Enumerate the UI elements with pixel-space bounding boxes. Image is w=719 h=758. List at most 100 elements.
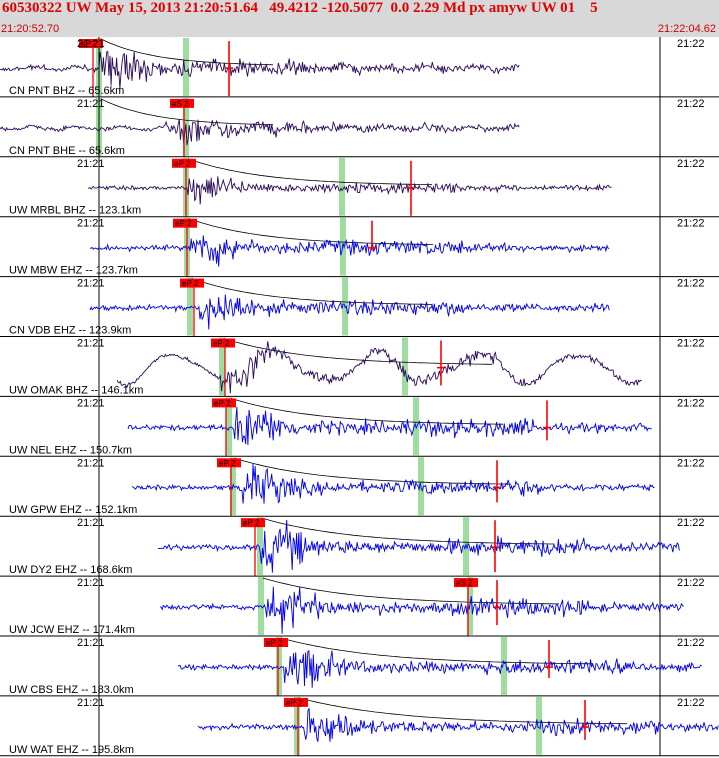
start-time: 21:20:52.70 xyxy=(1,23,60,35)
pick-label: eP 2 xyxy=(266,639,283,648)
minute-label-right: 21:22 xyxy=(677,637,705,649)
minute-label-right: 21:22 xyxy=(677,278,705,290)
station-label: UW CBS EHZ -- 183.0km xyxy=(9,684,134,696)
window-band xyxy=(501,637,507,695)
minute-label-left: 21:21 xyxy=(77,158,105,170)
minute-label-left: 21:21 xyxy=(77,517,105,529)
station-label: CN VDB EHZ -- 123.9km xyxy=(9,325,131,337)
coda-decay-curve xyxy=(280,637,593,665)
pick-marker xyxy=(173,218,197,228)
pick-marker xyxy=(264,638,288,647)
station-label: UW OMAK BHZ -- 146.1km xyxy=(9,384,143,396)
pick-marker xyxy=(211,338,235,348)
event-title: 60530322 UW May 15, 2013 21:20:51.64 49.… xyxy=(2,0,598,16)
window-band xyxy=(226,397,232,456)
station-label: UW MBW EHZ -- 123.7km xyxy=(9,265,138,277)
trace-panel: eP 2 21:21 21:22 UW CBS EHZ -- 183.0km xyxy=(0,636,719,697)
minute-label-left: 21:21 xyxy=(77,98,105,110)
station-label: UW DY2 EHZ -- 168.6km xyxy=(9,564,132,576)
trace-panel: eP 2 21:21 21:22 UW DY2 EHZ -- 168.6km xyxy=(0,516,719,577)
window-band xyxy=(340,217,346,276)
minute-label-right: 21:22 xyxy=(677,517,705,529)
coda-decay-curve xyxy=(100,98,274,126)
coda-decay-curve xyxy=(234,457,512,485)
minute-label-left: 21:21 xyxy=(77,278,105,290)
trace-panel: eS 2 21:21 21:22 CN PNT BHE -- 65.6km xyxy=(0,96,719,158)
trace-panel: eP 2 21:21 21:22 UW MRBL BHZ -- 123.1km xyxy=(0,156,719,218)
pick-marker xyxy=(79,39,103,48)
pick-marker xyxy=(180,278,204,288)
minute-label-right: 21:22 xyxy=(677,457,705,469)
waveform xyxy=(116,341,642,394)
coda-decay-curve xyxy=(100,38,274,66)
pick-label: eP 2 xyxy=(174,159,191,168)
station-label: UW WAT EHZ -- 195.8km xyxy=(9,744,134,756)
trace-panel: eP 2 21:21 21:22 UW GPW EHZ -- 152.1km xyxy=(0,456,719,517)
waveform xyxy=(177,649,702,688)
coda-decay-curve xyxy=(188,218,434,245)
pick-marker xyxy=(217,458,241,468)
trace-panel: eP 2 21:21 21:22 CN VDB EHZ -- 123.9km xyxy=(0,276,719,337)
coda-decay-curve xyxy=(191,278,432,305)
minute-label-right: 21:22 xyxy=(677,697,705,709)
window-band xyxy=(339,157,345,216)
pick-label: eP 2 xyxy=(213,339,230,348)
waveform xyxy=(0,119,520,146)
window-band xyxy=(536,696,542,755)
trace-panel: eP 2 21:21 21:22 UW WAT EHZ -- 195.8km xyxy=(0,695,719,757)
header-bar: 60530322 UW May 15, 2013 21:20:51.64 49.… xyxy=(0,0,719,37)
station-label: CN PNT BHE -- 65.6km xyxy=(9,145,125,157)
minute-label-right: 21:22 xyxy=(677,158,705,170)
minute-label-left: 21:21 xyxy=(77,397,105,409)
station-label: UW GPW EHZ -- 152.1km xyxy=(9,504,137,516)
window-band xyxy=(183,38,189,96)
pick-label: eP 2 xyxy=(175,219,192,228)
minute-label-right: 21:22 xyxy=(677,98,705,110)
minute-label-left: 21:21 xyxy=(77,218,105,230)
trace-panel: eP 221:21 21:22 CN PNT BHZ -- 65.6km xyxy=(0,37,719,98)
trace-panel: eP 2 21:21 21:22 UW OMAK BHZ -- 146.1km xyxy=(0,336,719,397)
minute-label-right: 21:22 xyxy=(677,397,705,409)
coda-decay-curve xyxy=(187,158,433,186)
minute-label-right: 21:22 xyxy=(677,218,705,230)
coda-decay-curve xyxy=(261,517,554,545)
pick-marker xyxy=(172,158,196,168)
pick-marker xyxy=(454,578,478,588)
window-band xyxy=(187,277,193,336)
waveform xyxy=(131,463,655,504)
trace-panel: eS 2 21:21 21:22 UW JCW EHZ -- 171.4km xyxy=(0,576,719,637)
trace-panel: eP 2 21:21 21:22 UW MBW EHZ -- 123.7km xyxy=(0,216,719,278)
pick-label: eP 2 xyxy=(81,40,98,49)
minute-label-left: 21:21 xyxy=(77,38,105,50)
station-label: CN PNT BHZ -- 65.6km xyxy=(9,85,124,97)
station-label: UW JCW EHZ -- 171.4km xyxy=(9,624,135,636)
pick-label: eP 2 xyxy=(182,279,199,288)
end-time: 21:22:04.62 xyxy=(657,23,716,35)
pick-label: eP 2 xyxy=(243,519,260,528)
window-band xyxy=(219,337,225,396)
window-band xyxy=(294,696,300,755)
trace-panel: eP 2 21:21 21:22 UW NEL EHZ -- 150.7km xyxy=(0,396,719,457)
minute-label-right: 21:22 xyxy=(677,38,705,50)
minute-label-left: 21:21 xyxy=(77,457,105,469)
minute-label-right: 21:22 xyxy=(677,338,705,350)
waveform xyxy=(89,294,610,330)
pick-label: eP 2 xyxy=(286,698,303,707)
window-band xyxy=(402,337,408,396)
minute-label-left: 21:21 xyxy=(77,577,105,589)
pick-marker xyxy=(284,697,308,707)
pick-marker xyxy=(241,518,265,528)
minute-label-left: 21:21 xyxy=(77,637,105,649)
pick-label: eS 2 xyxy=(172,99,189,108)
minute-label-left: 21:21 xyxy=(77,338,105,350)
station-label: UW MRBL BHZ -- 123.1km xyxy=(9,205,141,217)
pick-label: eP 2 xyxy=(214,399,231,408)
window-band xyxy=(257,517,263,576)
waveform xyxy=(87,176,612,205)
minute-label-right: 21:22 xyxy=(677,577,705,589)
station-label: UW NEL EHZ -- 150.7km xyxy=(9,444,132,456)
waveform xyxy=(89,235,610,267)
waveform xyxy=(197,707,719,742)
